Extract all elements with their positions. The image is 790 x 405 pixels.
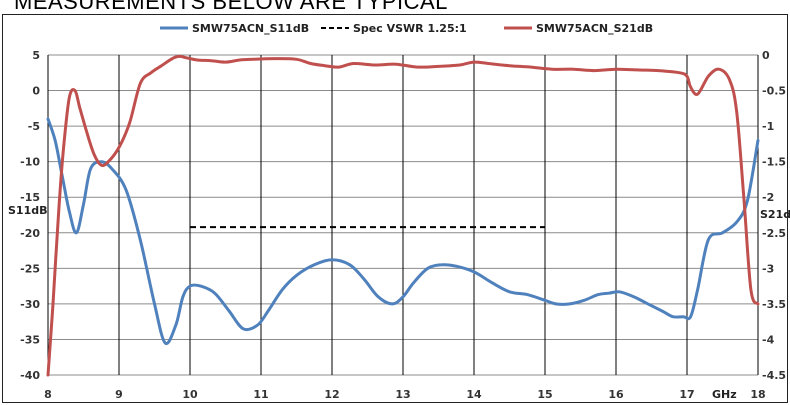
y-tick-label: -25: [20, 262, 40, 275]
series-line-2: [46, 54, 760, 377]
y-axis-label: S11dB: [8, 204, 48, 217]
x-tick-label: 11: [253, 388, 268, 401]
y2-tick-label: -4: [762, 333, 775, 346]
y-tick-label: 0: [32, 85, 40, 98]
y2-tick-label: -2: [762, 191, 774, 204]
y2-tick-label: -1.5: [762, 156, 786, 169]
y-tick-label: 5: [32, 49, 40, 62]
x-tick-label: 14: [466, 388, 482, 401]
y-tick-label: -5: [28, 120, 40, 133]
y-tick-label: -15: [20, 191, 40, 204]
x-tick-label: 18: [750, 388, 765, 401]
y2-tick-label: -1: [762, 120, 774, 133]
page-heading: MEASUREMENTS BELOW ARE TYPICAL: [14, 0, 790, 11]
y2-axis-label: S21dB: [760, 208, 790, 221]
chart-grid: [47, 54, 759, 376]
x-tick-label: 10: [182, 388, 198, 401]
chart-series: [46, 54, 760, 377]
x-tick-label: 13: [395, 388, 410, 401]
y2-tick-label: -3.5: [762, 298, 786, 311]
y2-tick-label: -2.5: [762, 227, 786, 240]
y-tick-label: -40: [20, 369, 40, 382]
y2-tick-label: -0.5: [762, 85, 786, 98]
x-axis-label: GHz: [712, 388, 737, 401]
x-tick-label: 16: [608, 388, 624, 401]
y2-tick-label: -4.5: [762, 369, 786, 382]
series-line-0: [46, 117, 760, 346]
y-tick-label: -30: [20, 298, 40, 311]
y2-tick-label: 0: [762, 49, 770, 62]
legend-label-1: Spec VSWR 1.25:1: [353, 22, 467, 35]
y-tick-label: -20: [20, 227, 40, 240]
legend-label-2: SMW75ACN_S21dB: [536, 22, 653, 35]
x-tick-label: 8: [44, 388, 52, 401]
chart-ticks: 8 9 10 11 12 13 14 15 16 17 1850-5-10-15-20-25-30-…: [20, 49, 786, 401]
chart-legend: SMW75ACN_S11dB Spec VSWR 1.25:1 SMW75ACN_S…: [160, 22, 653, 35]
x-tick-label: 9: [115, 388, 123, 401]
y-tick-label: -10: [20, 156, 40, 169]
y-tick-label: -35: [20, 333, 40, 346]
x-tick-label: 12: [324, 388, 339, 401]
x-tick-label: 15: [537, 388, 552, 401]
chart-frame: [2, 14, 788, 403]
legend-label-0: SMW75ACN_S11dB: [192, 22, 309, 35]
y2-tick-label: -3: [762, 262, 774, 275]
x-tick-label: 17: [679, 388, 694, 401]
